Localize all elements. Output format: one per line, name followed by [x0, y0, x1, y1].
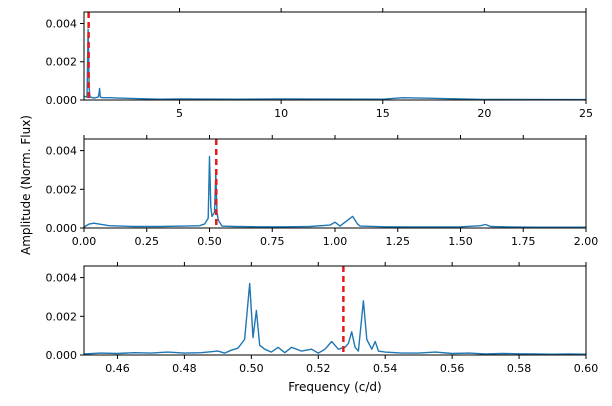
panel-1-xtick-label: 5 — [176, 107, 183, 120]
panel-3-series-line-1 — [83, 282, 587, 355]
panel-1-frame — [83, 11, 587, 101]
panel-1-xtick-label: 25 — [579, 107, 593, 120]
panel-1-xtick-label: 20 — [477, 107, 491, 120]
panel-2-xtick-label: 1.00 — [323, 235, 348, 248]
panel-3-xlabel: Frequency (c/d) — [288, 380, 381, 394]
panel-3-xtick-label: 0.56 — [440, 362, 465, 375]
panel-2-xtick-label: 0.50 — [197, 235, 222, 248]
panel-3-xtick-label: 0.58 — [507, 362, 532, 375]
panel-3-ytick-label: 0.000 — [46, 349, 78, 362]
panel-1: 5 10 15 20 25 0.000 0.002 0.004 — [46, 8, 593, 120]
panel-2-frame — [83, 138, 587, 229]
panel-3: 0.46 0.48 0.50 0.52 0.54 0.56 0.58 0.60 0.000 0.0… — [46, 262, 599, 375]
panel-3-xtick-label: 0.52 — [306, 362, 331, 375]
panel-3-ytick-label: 0.004 — [46, 272, 78, 285]
panel-3-frame — [83, 265, 587, 356]
panel-2-ytick-label: 0.004 — [46, 145, 78, 158]
panel-3-xtick-label: 0.48 — [172, 362, 197, 375]
panel-1-xtick-label: 15 — [376, 107, 390, 120]
panel-2-xtick-label: 0.75 — [260, 235, 285, 248]
panel-1-ytick-label: 0.000 — [46, 94, 78, 107]
panel-2: 0.00 0.25 0.50 0.75 1.00 1.25 1.50 1.75 2.00 0.00… — [46, 135, 599, 248]
figure-ylabel: Amplitude (Norm. Flux) — [19, 115, 33, 255]
panel-1-xtick-label: 10 — [274, 107, 288, 120]
panel-1-ytick-label: 0.004 — [46, 17, 78, 30]
panel-2-xtick-label: 2.00 — [574, 235, 599, 248]
panel-3-ytick-label: 0.002 — [46, 310, 78, 323]
panel-2-xtick-label: 1.50 — [448, 235, 473, 248]
panel-3-xtick-label: 0.50 — [239, 362, 264, 375]
panel-1-series-line-1 — [83, 28, 587, 101]
panel-2-xtick-label: 0.25 — [135, 235, 160, 248]
panel-2-ytick-label: 0.002 — [46, 183, 78, 196]
panel-3-xtick-label: 0.60 — [574, 362, 599, 375]
panel-1-ytick-label: 0.002 — [46, 56, 78, 69]
panel-3-xtick-label: 0.54 — [373, 362, 398, 375]
panel-3-xtick-label: 0.46 — [105, 362, 130, 375]
panel-2-ytick-label: 0.000 — [46, 222, 78, 235]
panel-2-xtick-label: 0.00 — [72, 235, 97, 248]
panel-2-series-line-1 — [83, 155, 586, 228]
panel-2-xtick-label: 1.75 — [511, 235, 536, 248]
panel-2-xtick-label: 1.25 — [386, 235, 411, 248]
